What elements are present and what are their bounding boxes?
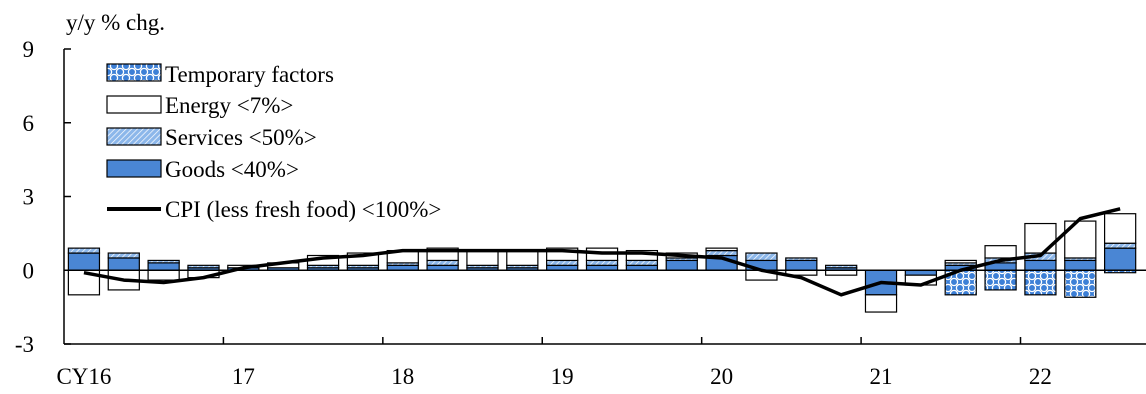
y-axis-label: y/y % chg.: [66, 10, 165, 35]
legend-swatch-goods: [106, 159, 162, 178]
bar-energy-22Q3: [1103, 213, 1137, 244]
bar-energy-21Q1: [864, 294, 898, 313]
bar-services-18Q2: [426, 259, 459, 266]
y-tick-label-6: 6: [23, 111, 35, 136]
y-tick-label--3: -3: [15, 332, 34, 357]
line-layer: [83, 207, 1121, 297]
legend-item-services: Services <50%>: [106, 125, 317, 150]
bar-services-16Q4: [187, 264, 220, 269]
bar-goods-20Q3: [785, 259, 818, 271]
y-tick-label-9: 9: [23, 37, 35, 62]
bar-goods-22Q3: [1103, 247, 1137, 271]
x-tick-label-0: CY16: [56, 364, 111, 389]
legend-swatch-services: [106, 127, 162, 146]
x-tick-label-5: 21: [870, 364, 893, 389]
y-tick-label-0: 0: [23, 258, 35, 283]
legend-label-energy: Energy <7%>: [165, 93, 293, 118]
bar-services-16Q2: [107, 252, 140, 259]
bar-services-20Q1: [705, 249, 738, 257]
bar-services-22Q3: [1103, 242, 1137, 249]
x-tick-label-3: 19: [551, 364, 574, 389]
bar-temporary-22Q2: [1064, 269, 1097, 298]
bar-services-16Q3: [147, 259, 180, 264]
bar-services-19Q2: [585, 259, 619, 266]
x-tick-label-1: 17: [232, 364, 255, 389]
legend-item-goods: Goods <40%>: [106, 157, 299, 182]
bar-temporary-22Q1: [1024, 269, 1057, 296]
bar-goods-22Q1: [1024, 259, 1057, 271]
bar-energy-21Q4: [984, 245, 1017, 259]
bar-goods-19Q4: [665, 259, 698, 271]
legend-swatch-temporary: [106, 63, 162, 82]
bar-energy-18Q4: [506, 249, 539, 266]
bar-services-19Q3: [625, 259, 659, 266]
x-tick-label-2: 18: [391, 364, 414, 389]
bar-goods-16Q3: [147, 262, 180, 271]
bar-energy-16Q3: [147, 269, 180, 281]
legend-item-energy: Energy <7%>: [106, 93, 293, 118]
legend: Temporary factors Energy <7%> Services <…: [106, 62, 441, 222]
bar-energy-20Q1: [705, 247, 738, 252]
cpi-line: [83, 207, 1121, 297]
legend-swatch-energy: [106, 95, 162, 114]
bar-energy-22Q1: [1024, 222, 1057, 254]
legend-label-temporary: Temporary factors: [165, 62, 334, 87]
bar-services-20Q4: [825, 264, 858, 269]
legend-label-services: Services <50%>: [165, 125, 317, 150]
legend-item-cpi: CPI (less fresh food) <100%>: [107, 197, 441, 222]
bar-energy-21Q3: [944, 259, 977, 264]
legend-item-temporary: Temporary factors: [106, 62, 334, 87]
y-tick-label-3: 3: [23, 185, 35, 210]
bar-services-16Q1: [67, 247, 101, 254]
bar-goods-16Q2: [107, 257, 140, 271]
bar-services-20Q2: [745, 252, 778, 262]
bar-services-20Q3: [785, 257, 818, 262]
legend-label-cpi: CPI (less fresh food) <100%>: [165, 197, 441, 222]
bar-services-19Q1: [546, 259, 579, 266]
legend-label-goods: Goods <40%>: [165, 157, 299, 182]
bars-layer: [67, 213, 1137, 313]
bar-energy-18Q3: [466, 249, 499, 266]
x-tick-label-4: 20: [710, 364, 733, 389]
bar-goods-22Q2: [1064, 259, 1097, 271]
bar-goods-16Q1: [67, 252, 101, 271]
bar-temporary-21Q4: [984, 269, 1017, 291]
x-tick-label-6: 22: [1029, 364, 1052, 389]
